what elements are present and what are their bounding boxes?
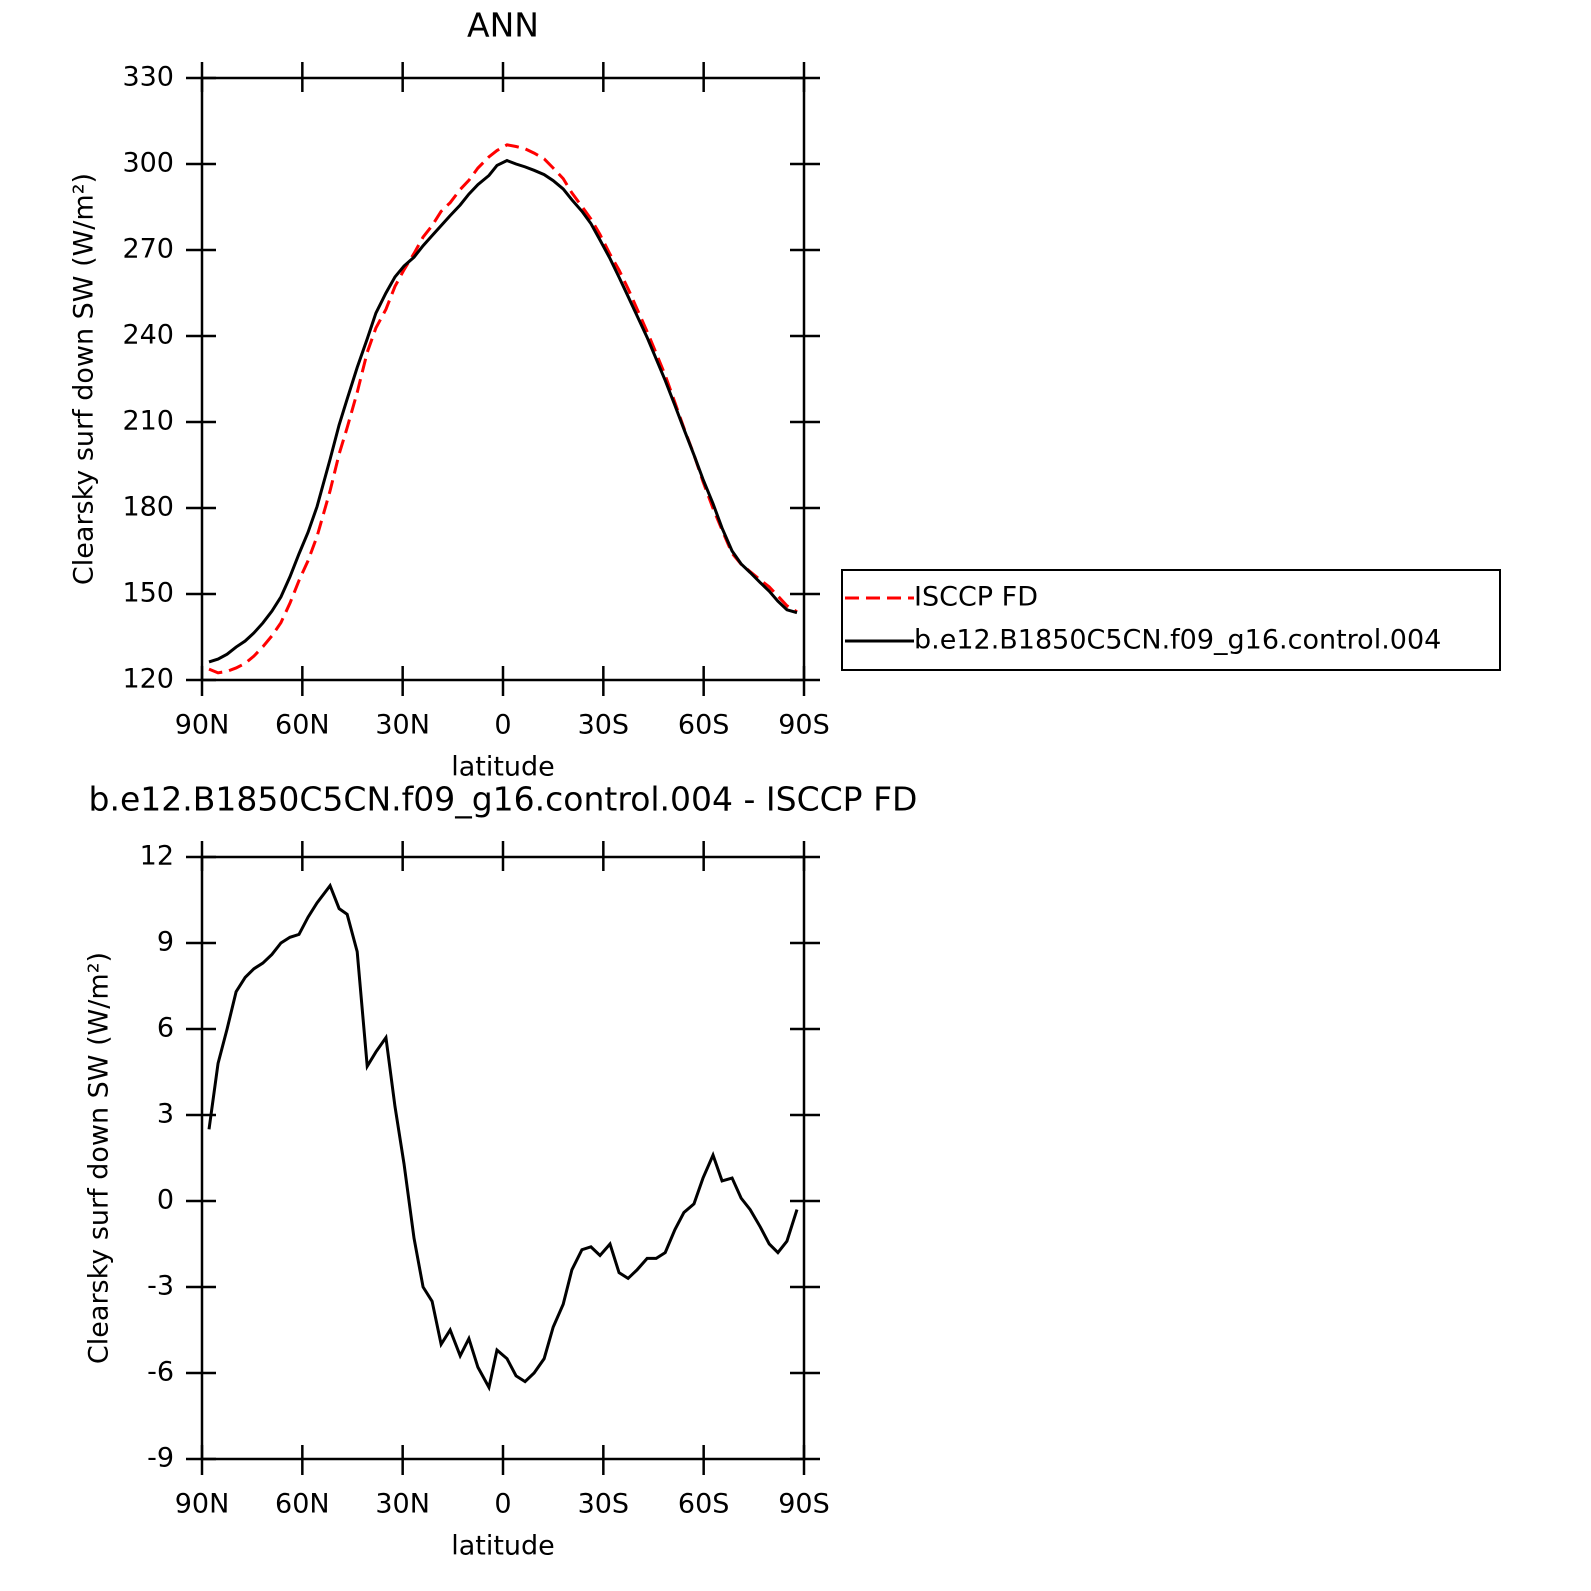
y-tick-label: 330 bbox=[122, 62, 174, 93]
y-axis-label: Clearsky surf down SW (W/m²) bbox=[84, 952, 115, 1364]
y-tick-label: -3 bbox=[147, 1271, 174, 1302]
y-tick-label: 120 bbox=[122, 664, 174, 695]
y-tick-label: 300 bbox=[122, 148, 174, 179]
y-axis-label: Clearsky surf down SW (W/m²) bbox=[69, 173, 100, 585]
data-line bbox=[208, 158, 798, 664]
x-tick-label: 90N bbox=[175, 1489, 230, 1520]
plot-frame bbox=[200, 76, 806, 682]
x-tick-label: 90N bbox=[175, 710, 230, 741]
y-tick-label: 270 bbox=[122, 234, 174, 265]
x-tick-label: 90S bbox=[778, 1489, 830, 1520]
y-tick-label: 9 bbox=[157, 927, 174, 958]
y-tick-label: 150 bbox=[122, 578, 174, 609]
data-line bbox=[208, 143, 798, 675]
chart-title: b.e12.B1850C5CN.f09_g16.control.004 - IS… bbox=[89, 780, 918, 819]
y-tick-label: 6 bbox=[157, 1013, 174, 1044]
y-tick-label: 12 bbox=[140, 841, 174, 872]
x-tick-label: 0 bbox=[494, 710, 511, 741]
x-tick-label: 60N bbox=[275, 710, 330, 741]
x-axis-label: latitude bbox=[451, 1531, 555, 1562]
x-tick-label: 30N bbox=[375, 710, 430, 741]
y-tick-label: 0 bbox=[157, 1185, 174, 1216]
legend-label: b.e12.B1850C5CN.f09_g16.control.004 bbox=[914, 625, 1441, 656]
x-tick-label: 60S bbox=[678, 710, 730, 741]
plot-frame bbox=[200, 855, 806, 1461]
x-tick-label: 60N bbox=[275, 1489, 330, 1520]
y-tick-label: 240 bbox=[122, 320, 174, 351]
y-tick-label: 180 bbox=[122, 492, 174, 523]
y-tick-label: -9 bbox=[147, 1443, 174, 1474]
legend-box bbox=[841, 569, 1501, 671]
x-tick-label: 0 bbox=[494, 1489, 511, 1520]
x-axis-label: latitude bbox=[451, 752, 555, 783]
x-tick-label: 30S bbox=[578, 710, 630, 741]
x-tick-label: 60S bbox=[678, 1489, 730, 1520]
y-tick-label: -6 bbox=[147, 1357, 174, 1388]
y-tick-label: 210 bbox=[122, 406, 174, 437]
x-tick-label: 30N bbox=[375, 1489, 430, 1520]
data-line bbox=[207, 882, 799, 1392]
chart-title: ANN bbox=[467, 6, 539, 45]
y-tick-label: 3 bbox=[157, 1099, 174, 1130]
legend-label: ISCCP FD bbox=[914, 582, 1038, 613]
x-tick-label: 30S bbox=[578, 1489, 630, 1520]
x-tick-label: 90S bbox=[778, 710, 830, 741]
